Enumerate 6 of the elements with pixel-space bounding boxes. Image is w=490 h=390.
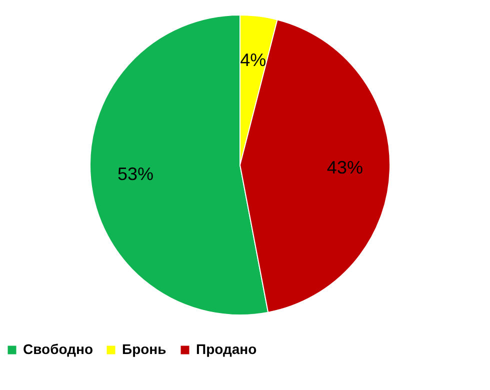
data-label: 4% [240, 50, 266, 70]
legend-label: Продано [196, 341, 257, 357]
data-label: 43% [326, 157, 363, 178]
legend-label: Бронь [122, 341, 167, 357]
legend-label: Свободно [23, 341, 93, 357]
data-label: 53% [117, 164, 154, 184]
